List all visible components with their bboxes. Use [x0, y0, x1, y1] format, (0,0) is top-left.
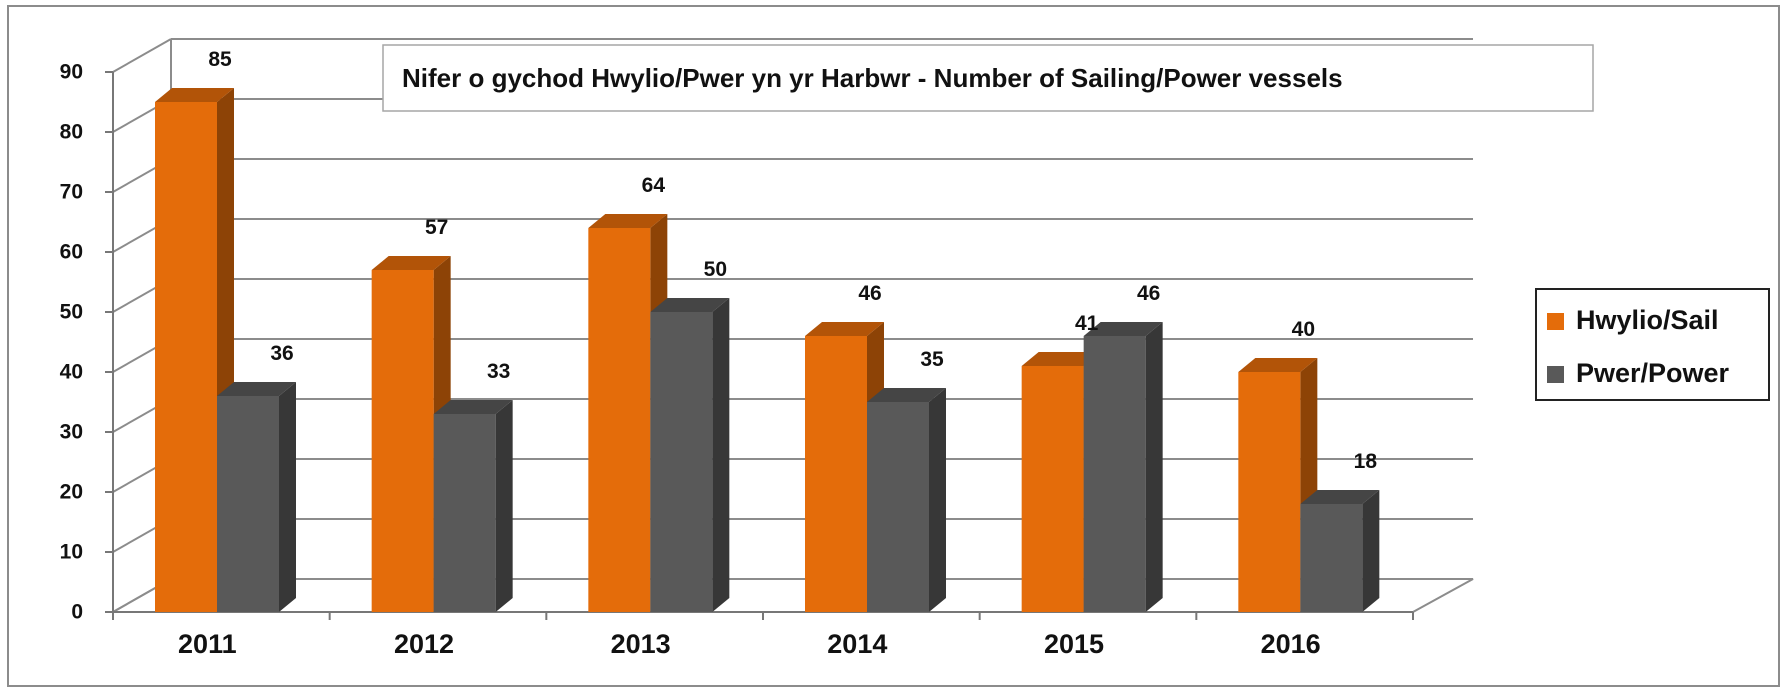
legend-label-power: Pwer/Power: [1576, 358, 1730, 388]
data-labels: 85 36 57 33 64 50 46 35 41 46 40 18: [208, 48, 1377, 473]
data-label-Hwylio/Sail-2011: 85: [208, 48, 232, 71]
y-tick-label-50: 50: [60, 301, 83, 324]
bar-Pwer/Power-2011: [217, 382, 296, 612]
chart-title-box: Nifer o gychod Hwylio/Pwer yn yr Harbwr …: [382, 44, 1594, 112]
bar-top: [1021, 352, 1101, 366]
legend-frame: [1535, 288, 1770, 401]
x-tick-label-2014: 2014: [827, 629, 887, 659]
y-tick-label-30: 30: [60, 421, 83, 444]
bar-side: [279, 382, 296, 612]
bar-Pwer/Power-2015: [1083, 322, 1163, 612]
bar-top: [155, 88, 234, 102]
data-label-Hwylio/Sail-2013: 64: [642, 174, 666, 197]
data-label-Hwylio/Sail-2014: 46: [858, 282, 881, 305]
bar-top: [805, 322, 884, 336]
bar-Hwylio/Sail-2011: [155, 88, 234, 612]
bar-front: [588, 228, 651, 612]
bar-top: [588, 214, 668, 228]
legend: Hwylio/Sail Pwer/Power: [1535, 288, 1770, 401]
x-tick-label-2011: 2011: [178, 629, 237, 659]
legend-swatch-power: [1547, 366, 1564, 383]
y-tick-label-0: 0: [71, 601, 83, 624]
x-tick-label-2015: 2015: [1044, 629, 1104, 659]
y-tick-label-60: 60: [60, 241, 83, 264]
y-tick-label-40: 40: [60, 361, 83, 384]
bar-Pwer/Power-2013: [650, 298, 730, 612]
bar-top: [650, 298, 730, 312]
bar-side: [929, 388, 946, 612]
y-tick-label-70: 70: [60, 181, 83, 204]
x-tick-label-2013: 2013: [611, 629, 671, 659]
y-tick-label-90: 90: [60, 61, 83, 84]
bar-front: [371, 270, 434, 612]
bars: [155, 88, 1380, 612]
bar-top: [217, 382, 296, 396]
bar-front: [1021, 366, 1084, 612]
bar-front: [805, 336, 867, 612]
x-tick-label-2016: 2016: [1261, 629, 1321, 659]
bar-front: [433, 414, 496, 612]
bar-top: [371, 256, 451, 270]
bar-front: [867, 402, 929, 612]
y-tick-label-20: 20: [60, 481, 83, 504]
bar-side: [495, 400, 513, 612]
bar-front: [1083, 336, 1146, 612]
data-label-Pwer/Power-2012: 33: [487, 360, 510, 383]
legend-swatch-sail: [1547, 313, 1564, 330]
bar-front: [1300, 504, 1363, 612]
bar-front: [650, 312, 713, 612]
data-label-Pwer/Power-2016: 18: [1354, 450, 1378, 473]
x-tick-label-2012: 2012: [394, 629, 454, 659]
data-label-Pwer/Power-2015: 46: [1137, 282, 1160, 305]
bar-Pwer/Power-2014: [867, 388, 946, 612]
data-label-Pwer/Power-2013: 50: [704, 258, 727, 281]
bar-top: [1238, 358, 1318, 372]
bar-Pwer/Power-2012: [433, 400, 513, 612]
bar-top: [433, 400, 513, 414]
y-tick-label-10: 10: [60, 541, 83, 564]
data-label-Hwylio/Sail-2016: 40: [1292, 318, 1315, 341]
gridline-side-90: [112, 38, 172, 73]
title-frame: [382, 44, 1594, 112]
bar-front: [155, 102, 217, 612]
chart-title: Nifer o gychod Hwylio/Pwer yn yr Harbwr …: [402, 63, 1343, 93]
axes: 0 10 20 30 40 50 60 70 80 90 2011 2012 2013 2014 2015 2…: [60, 61, 1414, 659]
bar-side: [1145, 322, 1163, 612]
legend-label-sail: Hwylio/Sail: [1576, 305, 1719, 335]
bar-front: [217, 396, 279, 612]
data-label-Hwylio/Sail-2015: 41: [1075, 312, 1099, 335]
bar-top: [867, 388, 946, 402]
bar-top: [1083, 322, 1163, 336]
y-tick-label-80: 80: [60, 121, 83, 144]
bar-side: [712, 298, 730, 612]
bar-Pwer/Power-2016: [1300, 490, 1380, 612]
data-label-Pwer/Power-2011: 36: [270, 342, 293, 365]
bar-top: [1300, 490, 1380, 504]
bar-Hwylio/Sail-2012: [371, 256, 451, 612]
data-label-Hwylio/Sail-2012: 57: [425, 216, 448, 239]
data-label-Pwer/Power-2014: 35: [920, 348, 944, 371]
bar-side: [1362, 490, 1380, 612]
bar-front: [1238, 372, 1301, 612]
